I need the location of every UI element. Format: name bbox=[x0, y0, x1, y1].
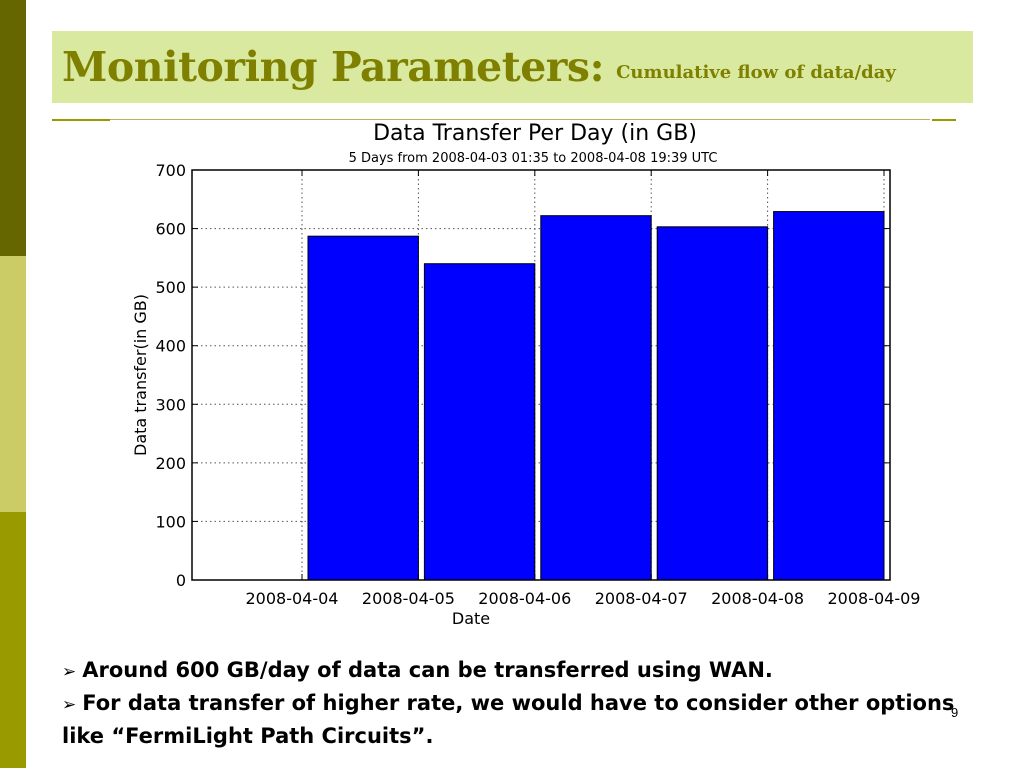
y-tick-label: 700 bbox=[155, 161, 186, 180]
bar-2008-04-08 bbox=[773, 211, 885, 581]
side-bar-top bbox=[0, 0, 26, 256]
x-tick-label: 2008-04-05 bbox=[362, 589, 455, 608]
x-tick-label: 2008-04-07 bbox=[595, 589, 688, 608]
slide-title: Monitoring Parameters: bbox=[62, 43, 605, 91]
x-tick-label: 2008-04-06 bbox=[478, 589, 571, 608]
chart-title: Data Transfer Per Day (in GB) bbox=[373, 121, 697, 146]
bullet-text: For data transfer of higher rate, we wou… bbox=[62, 691, 955, 748]
slide-subtitle: Cumulative flow of data/day bbox=[616, 61, 896, 83]
bar-2008-04-06 bbox=[540, 215, 652, 581]
arrow-bullet-icon: ➢ bbox=[62, 662, 77, 682]
y-tick-label: 100 bbox=[155, 512, 186, 531]
title-rule-left bbox=[52, 119, 110, 121]
bullet-text: Around 600 GB/day of data can be transfe… bbox=[82, 658, 773, 682]
y-axis-label: Data transfer(in GB) bbox=[131, 294, 150, 456]
x-tick-label: 2008-04-04 bbox=[246, 589, 339, 608]
bar-chart: Data Transfer Per Day (in GB) 5 Days from… bbox=[131, 121, 921, 626]
y-tick-label: 200 bbox=[155, 454, 186, 473]
x-axis-label: Date bbox=[452, 609, 490, 626]
y-tick-label: 300 bbox=[155, 395, 186, 414]
side-bar-middle bbox=[0, 256, 26, 512]
x-tick-label: 2008-04-09 bbox=[828, 589, 921, 608]
side-bar-bottom bbox=[0, 512, 26, 768]
y-tick-label: 400 bbox=[155, 337, 186, 356]
arrow-bullet-icon: ➢ bbox=[62, 695, 77, 715]
y-tick-label: 0 bbox=[176, 571, 186, 590]
y-tick-label: 500 bbox=[155, 278, 186, 297]
page-number: 9 bbox=[951, 705, 959, 720]
chart-subtitle: 5 Days from 2008-04-03 01:35 to 2008-04-… bbox=[349, 151, 718, 166]
title-rule-right bbox=[932, 119, 956, 121]
title-box: Monitoring Parameters: Cumulative flow o… bbox=[52, 31, 973, 103]
y-tick-label: 600 bbox=[155, 220, 186, 239]
bar-2008-04-05 bbox=[423, 263, 536, 581]
bullet-item: ➢ Around 600 GB/day of data can be transf… bbox=[62, 655, 962, 688]
bar-2008-04-04 bbox=[307, 235, 419, 581]
bar-2008-04-07 bbox=[656, 226, 769, 581]
plot-frame bbox=[191, 169, 891, 581]
title-rule-middle bbox=[110, 119, 930, 120]
bullet-list: ➢ Around 600 GB/day of data can be transf… bbox=[62, 655, 962, 752]
bullet-item: ➢ For data transfer of higher rate, we wo… bbox=[62, 688, 962, 752]
x-tick-label: 2008-04-08 bbox=[711, 589, 804, 608]
